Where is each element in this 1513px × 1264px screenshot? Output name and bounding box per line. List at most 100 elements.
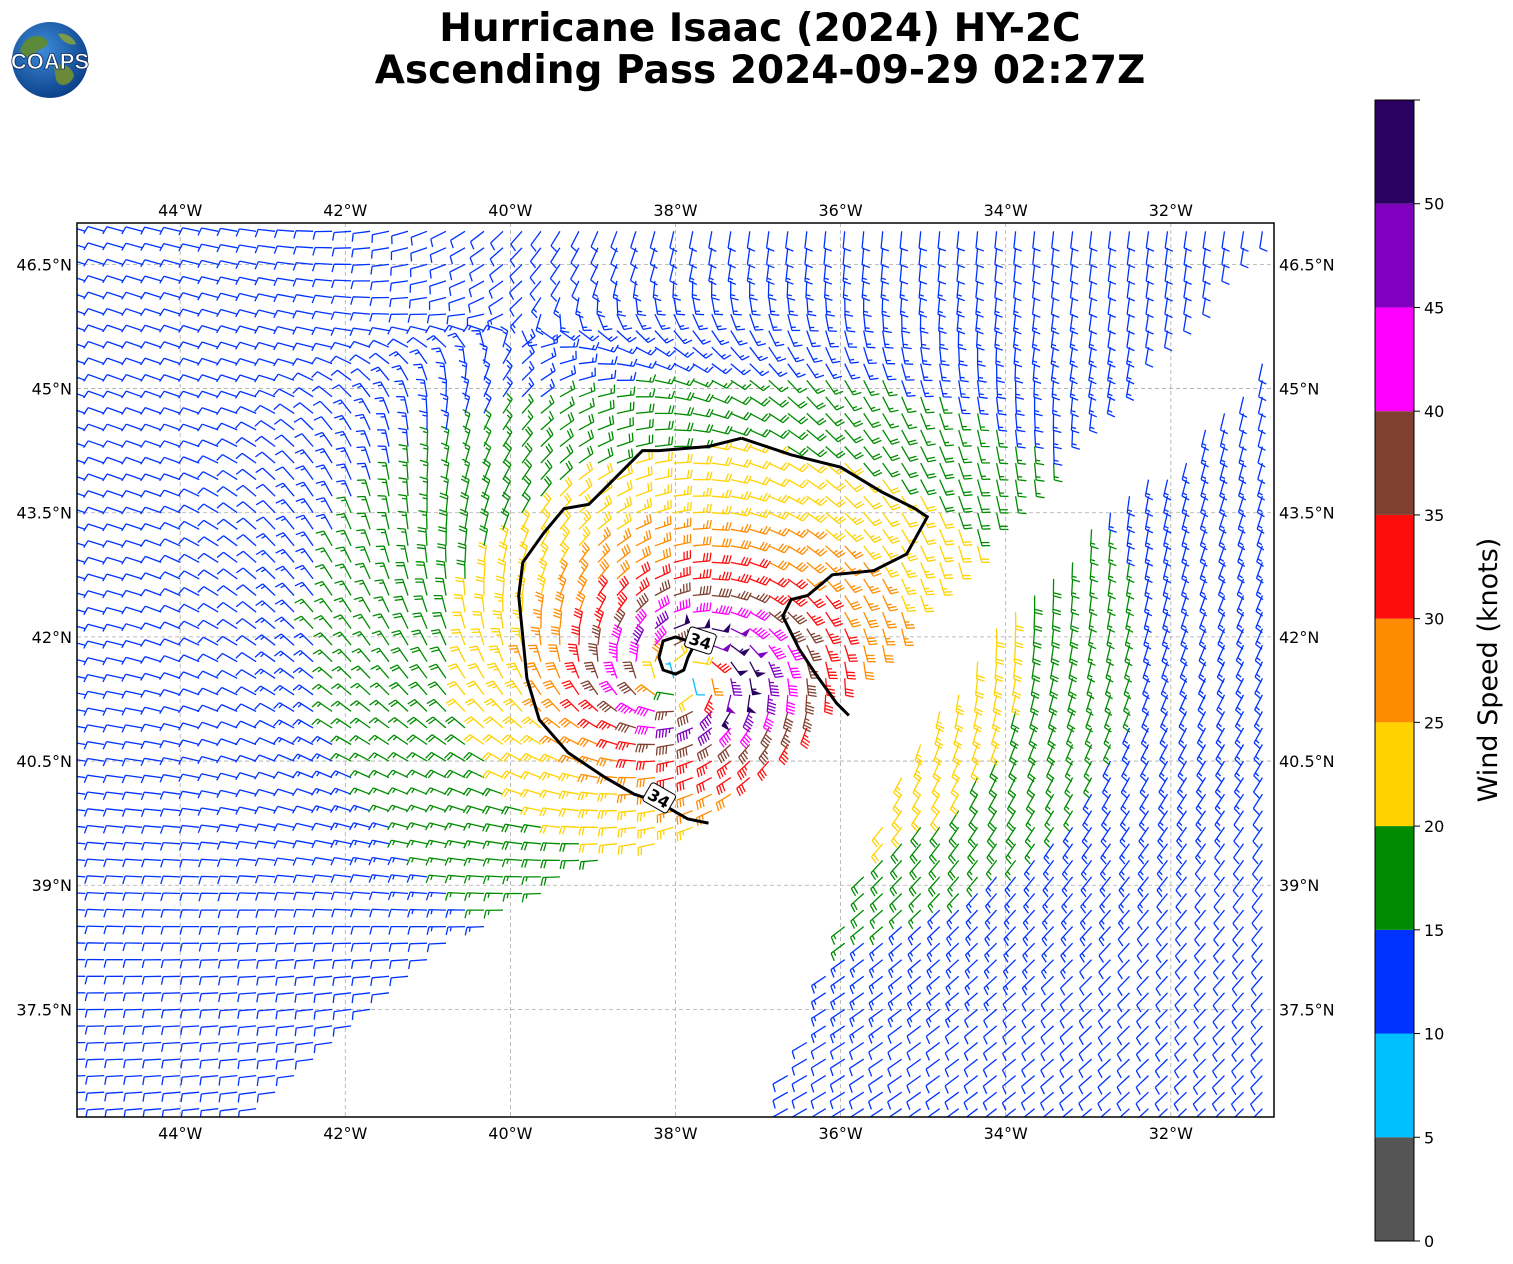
wind-barb — [121, 791, 143, 801]
wind-barb — [312, 942, 333, 952]
wind-barb — [502, 409, 513, 431]
wind-barb — [1250, 1042, 1263, 1063]
wind-barb — [1238, 446, 1247, 468]
wind-barb — [730, 491, 752, 501]
wind-barb — [292, 840, 314, 849]
wind-barb — [559, 444, 574, 464]
wind-barb — [216, 568, 238, 580]
wind-barb — [1082, 810, 1093, 832]
wind-barb — [559, 460, 573, 481]
wind-barb — [1154, 1042, 1168, 1062]
wind-barb — [749, 346, 768, 362]
wind-barb — [178, 390, 200, 399]
wind-barb — [926, 975, 941, 995]
wind-barb — [654, 625, 667, 646]
wind-barb — [907, 975, 922, 995]
wind-barb — [676, 826, 694, 842]
wind-barb — [1213, 926, 1226, 947]
wind-barb — [179, 1008, 200, 1019]
wind-barb — [1144, 479, 1154, 501]
wind-barb — [1137, 893, 1150, 914]
wind-barb — [1182, 313, 1192, 335]
wind-barb — [635, 313, 652, 331]
wind-barb — [1067, 694, 1077, 716]
wind-barb — [272, 736, 295, 746]
wind-barb — [825, 446, 846, 459]
wind-barb — [863, 645, 876, 663]
wind-barb — [236, 909, 257, 919]
wind-barb — [749, 525, 771, 535]
wind-barb — [765, 231, 775, 252]
wind-barb — [597, 415, 615, 431]
wind-barb — [179, 925, 200, 935]
wind-barb — [982, 1091, 998, 1111]
wind-barb — [388, 313, 409, 323]
wind-barb — [1251, 860, 1263, 881]
wind-barb — [254, 435, 276, 448]
wind-barb — [863, 595, 881, 612]
wind-barb — [730, 379, 752, 391]
wind-barb — [1254, 661, 1263, 683]
wind-barb — [122, 925, 143, 935]
wind-barb — [102, 340, 124, 349]
wind-barb — [1063, 793, 1074, 816]
wind-barb — [274, 925, 295, 935]
wind-barb — [930, 810, 941, 832]
wind-barb — [889, 876, 903, 897]
wind-barb — [159, 390, 181, 399]
wind-barb — [1002, 975, 1017, 996]
wind-barb — [142, 1074, 162, 1086]
wind-barb — [711, 678, 724, 696]
wind-barb — [692, 519, 712, 530]
wind-barb — [975, 314, 984, 335]
wind-barb — [77, 1008, 86, 1011]
wind-barb — [509, 297, 523, 317]
wind-barb — [216, 292, 238, 301]
wind-barb — [235, 374, 257, 383]
wind-barb — [122, 1041, 143, 1052]
wind-barb — [926, 926, 941, 946]
wind-barb — [810, 1075, 827, 1093]
wind-barb — [483, 909, 504, 919]
wind-barb — [1253, 727, 1263, 749]
wind-barb — [1156, 860, 1169, 881]
wind-barb — [869, 893, 884, 913]
wind-barb — [850, 876, 865, 897]
wind-barb — [356, 446, 371, 464]
wind-barb — [1117, 975, 1130, 996]
wind-barb — [786, 280, 796, 301]
wind-barb — [255, 533, 276, 547]
wind-barb — [199, 1041, 219, 1053]
wind-barb — [502, 698, 523, 712]
wind-barb — [314, 580, 333, 596]
wind-barb — [178, 570, 200, 580]
wind-barb — [603, 661, 618, 679]
wind-barb — [1155, 975, 1168, 997]
wind-barb — [77, 975, 86, 977]
wind-barb — [159, 440, 181, 449]
wind-barb — [901, 396, 917, 414]
wind-barb — [578, 843, 598, 853]
wind-barb — [159, 774, 181, 783]
wind-barb — [1135, 1042, 1149, 1062]
wind-barb — [956, 314, 966, 335]
wind-barb — [1088, 264, 1098, 285]
wind-barb — [1040, 1091, 1055, 1111]
wind-barb — [180, 1091, 200, 1103]
wind-barb — [483, 892, 504, 902]
wind-barb — [964, 992, 979, 1012]
wind-barb — [335, 546, 352, 563]
wind-barb — [1078, 1025, 1093, 1046]
wind-barb — [1059, 1058, 1074, 1079]
wind-barb — [1029, 694, 1039, 716]
wind-barb — [1177, 760, 1188, 782]
wind-barb — [254, 634, 276, 646]
wind-barb — [692, 487, 713, 497]
wind-barb — [1013, 645, 1023, 666]
wind-barb — [333, 597, 352, 613]
wind-barb — [463, 857, 485, 867]
wind-barb — [374, 396, 390, 414]
wind-barb — [235, 244, 257, 253]
wind-barb — [882, 528, 901, 544]
wind-barb — [863, 396, 881, 413]
